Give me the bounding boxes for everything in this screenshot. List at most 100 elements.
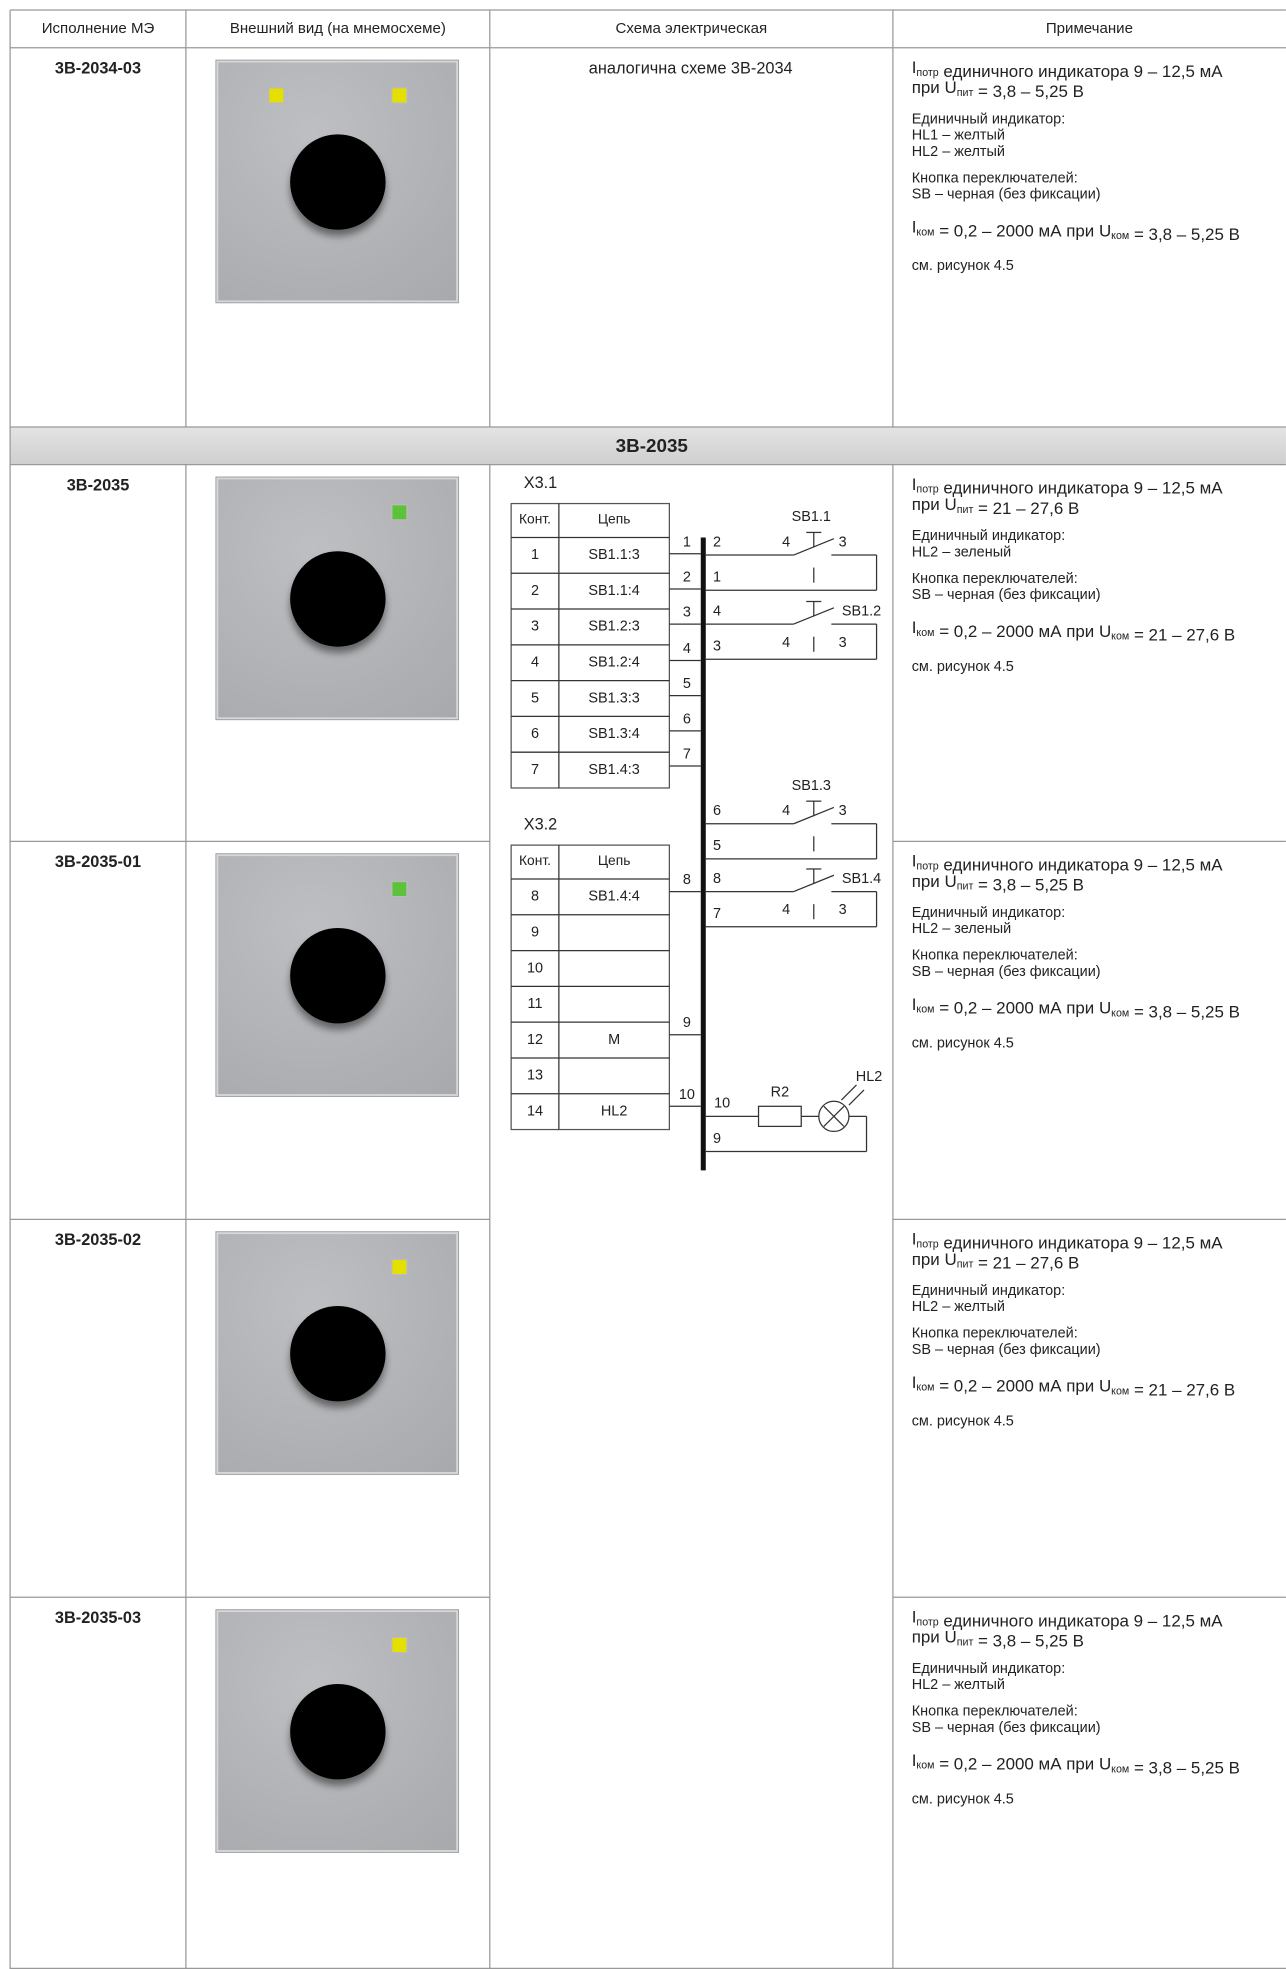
panel-edge	[216, 1232, 459, 1474]
note-text: I	[912, 1373, 917, 1392]
note-text: Кнопка переключателей:	[912, 170, 1078, 186]
switch-pin: 4	[782, 902, 790, 918]
indicator	[391, 1636, 408, 1654]
table-cell: 2	[531, 583, 539, 599]
table-head: Конт.	[519, 511, 551, 527]
pin-number: 1	[683, 534, 691, 550]
switch-pin: 3	[839, 534, 847, 550]
note-text: см. рисунок 4.5	[912, 258, 1014, 274]
note-sub: пит	[957, 1636, 974, 1648]
table-cell: 5	[531, 690, 539, 706]
indicator	[268, 87, 285, 104]
pin-number: 4	[683, 641, 691, 657]
switch-label: SB1.1	[792, 509, 831, 525]
note-line: см. рисунок 4.5	[912, 1413, 1014, 1429]
table-head: Цепь	[598, 511, 631, 527]
indicator	[391, 880, 408, 898]
note-text: = 0,2 – 2000 мА при U	[934, 1377, 1111, 1396]
indicator	[391, 504, 408, 521]
note-text: Единичный индикатор:	[912, 111, 1065, 127]
button	[290, 1683, 386, 1780]
note-text: единичного индикатора 9 – 12,5 мА	[939, 1612, 1224, 1631]
table-cell: 4	[531, 655, 539, 671]
note-sub: ком	[916, 1003, 934, 1015]
note-text: SB – черная (без фиксации)	[912, 1720, 1101, 1736]
column-header: Исполнение МЭ	[42, 20, 155, 37]
note-line: HL2 – желтый	[912, 1299, 1005, 1315]
note-sub: пит	[957, 504, 974, 516]
pin-number: 5	[713, 838, 721, 854]
note-text: = 21 – 27,6 В	[1129, 1381, 1235, 1400]
connector-label: X3.1	[524, 474, 558, 492]
switch-pin: 4	[782, 534, 790, 550]
section-title: 3В-2035	[616, 435, 688, 456]
note-text: единичного индикатора 9 – 12,5 мА	[939, 856, 1224, 875]
note-sub: пит	[957, 1258, 974, 1270]
resistor	[757, 1105, 802, 1128]
note-line: Iпотр единичного индикатора 9 – 12,5 мА	[912, 59, 1224, 82]
pin-number: 5	[683, 676, 691, 692]
note-text: Кнопка переключателей:	[912, 571, 1078, 587]
pin-number: 4	[713, 603, 721, 619]
note-text: I	[912, 852, 917, 871]
note-line: Iпотр единичного индикатора 9 – 12,5 мА	[912, 852, 1224, 875]
note-line: при Uпит = 3,8 – 5,25 В	[912, 1628, 1084, 1651]
table-cell: SB1.1:4	[588, 583, 639, 599]
note-text: HL2 – желтый	[912, 1677, 1005, 1693]
pin-number: 9	[683, 1015, 691, 1031]
note-line: Iпотр единичного индикатора 9 – 12,5 мА	[912, 1608, 1224, 1631]
table-head: Цепь	[598, 852, 631, 868]
note-text: Кнопка переключателей:	[912, 1325, 1078, 1341]
note-text: I	[912, 1230, 917, 1249]
table-cell: 10	[527, 960, 543, 976]
variant-name: 3В-2035-02	[55, 1231, 141, 1249]
button	[290, 551, 386, 647]
note-sub: ком	[916, 1381, 934, 1393]
note-line: при Uпит = 21 – 27,6 В	[912, 1250, 1080, 1273]
note-text: HL2 – зеленый	[912, 921, 1011, 937]
note-line: Кнопка переключателей:	[912, 571, 1078, 587]
note-line: SB – черная (без фиксации)	[912, 964, 1101, 980]
table-cell: 1	[531, 547, 539, 563]
pin-number: 2	[683, 569, 691, 585]
table-cell: 7	[531, 762, 539, 778]
lamp-label: HL2	[856, 1069, 883, 1085]
note-line: Iком = 0,2 – 2000 мА при Uком = 21 – 27,…	[912, 619, 1235, 646]
pin-number: 8	[683, 872, 691, 888]
lamp-ray	[848, 1089, 865, 1106]
note-line: HL2 – желтый	[912, 1677, 1005, 1693]
note-line: Кнопка переключателей:	[912, 1703, 1078, 1719]
note-sub: ком	[1111, 1385, 1129, 1397]
note-text: SB – черная (без фиксации)	[912, 964, 1101, 980]
note-line: Iком = 0,2 – 2000 мА при Uком = 21 – 27,…	[912, 1373, 1235, 1400]
note-sub: пит	[957, 87, 974, 99]
note-line: Кнопка переключателей:	[912, 947, 1078, 963]
note-sub: ком	[1111, 630, 1129, 642]
button	[290, 927, 386, 1024]
note-text: SB – черная (без фиксации)	[912, 186, 1101, 202]
note-text: при U	[912, 872, 957, 891]
note-line: см. рисунок 4.5	[912, 258, 1014, 274]
note-text: = 0,2 – 2000 мА при U	[934, 999, 1111, 1018]
note-line: SB – черная (без фиксации)	[912, 1342, 1101, 1358]
switch-pin: 4	[782, 635, 790, 651]
switch-label: SB1.2	[842, 603, 881, 619]
note-text: Кнопка переключателей:	[912, 1703, 1078, 1719]
pin-number: 9	[713, 1131, 721, 1147]
note-line: при Uпит = 21 – 27,6 В	[912, 496, 1080, 519]
note-text: I	[912, 1608, 917, 1627]
note-line: Iком = 0,2 – 2000 мА при Uком = 3,8 – 5,…	[912, 218, 1240, 245]
note-text: единичного индикатора 9 – 12,5 мА	[939, 1234, 1224, 1253]
note-line: Единичный индикатор:	[912, 1661, 1065, 1677]
section-bar	[10, 426, 1286, 465]
panel-edge	[216, 477, 459, 720]
note-line: HL2 – зеленый	[912, 544, 1011, 560]
note-text: при U	[912, 1250, 957, 1269]
switch-label: SB1.4	[842, 871, 881, 887]
note-line: см. рисунок 4.5	[912, 1791, 1014, 1807]
indicator	[391, 1258, 408, 1276]
note-text: = 21 – 27,6 В	[973, 1254, 1079, 1273]
table-cell: SB1.3:4	[588, 726, 639, 742]
